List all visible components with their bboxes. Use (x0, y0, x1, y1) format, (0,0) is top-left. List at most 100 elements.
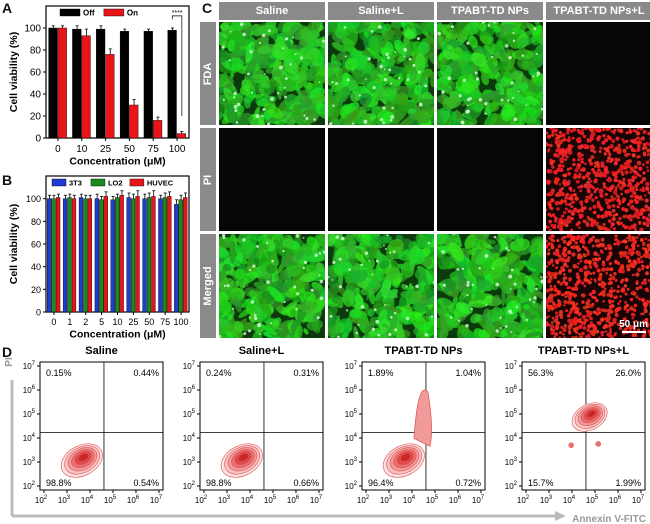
bar-3t3 (158, 198, 163, 313)
column-header: TPABT-TD NPs (437, 2, 543, 20)
density-contour (238, 453, 249, 462)
x-tick-label: 103 (218, 495, 231, 505)
micrograph-tile (546, 22, 650, 125)
row-label: Merged (200, 234, 216, 338)
x-tick-label: 102 (517, 495, 530, 505)
micrograph-tile (328, 22, 434, 125)
y-tick-label: 40 (30, 90, 42, 101)
column-header: Saline (219, 2, 325, 20)
panel-letter-c: C (202, 0, 213, 16)
x-tick-label: 102 (35, 495, 48, 505)
x-tick-label: 105 (104, 495, 117, 505)
legend-swatch (51, 178, 67, 187)
density-contour (586, 410, 597, 418)
column-header: TPABT-TD NPs+L (546, 2, 650, 20)
x-axis-label: Concentration (μM) (69, 329, 165, 341)
micrograph-tile (328, 234, 434, 338)
y-tick-label: 0 (35, 134, 41, 145)
x-tick-label: 104 (81, 495, 94, 505)
bar-on (105, 54, 115, 139)
bar-huvec (103, 196, 108, 313)
x-tick-label: 103 (540, 495, 553, 505)
quadrant-q3-value: 96.4% (368, 478, 394, 488)
bar-huvec (151, 196, 156, 313)
quadrant-q2-value: 0.44% (133, 368, 159, 378)
y-tick-label: 106 (505, 385, 518, 395)
bar-off (119, 31, 130, 139)
x-tick-label: 107 (472, 495, 485, 505)
bar-huvec (119, 195, 124, 313)
x-tick-label: 106 (127, 495, 140, 505)
y-tick-label: 60 (31, 240, 41, 250)
bar-off (167, 30, 177, 139)
flow-plot: TPABT-TD NPs+L 102 103 104 105 106 107 102 103 10… (505, 345, 646, 505)
plot-frame (45, 5, 190, 139)
bar-lo2 (83, 198, 88, 313)
x-tick-label: 50 (144, 317, 154, 327)
quadrant-q2-value: 26.0% (615, 368, 641, 378)
x-tick-label: 102 (357, 495, 370, 505)
bar-lo2 (99, 199, 104, 313)
quadrant-q3-value: 15.7% (528, 478, 554, 488)
micrograph-tile (546, 128, 650, 231)
bar-3t3 (78, 197, 84, 313)
quadrant-q4-value: 0.54% (133, 478, 159, 488)
x-tick-label: 106 (609, 495, 622, 505)
flow-plot-title: Saline (85, 345, 117, 357)
bar-lo2 (178, 199, 183, 313)
panel-letter-d: D (2, 344, 13, 360)
x-axis-label: Concentration (μM) (69, 156, 165, 168)
y-tick-label: 102 (345, 481, 358, 491)
y-tick-label: 103 (183, 457, 196, 467)
x-tick-label: 105 (426, 495, 439, 505)
bar-3t3 (126, 197, 131, 313)
y-tick-label: 104 (183, 433, 196, 443)
x-tick-label: 25 (100, 144, 112, 155)
y-tick-label: 100 (24, 24, 41, 35)
quadrant-q3-value: 98.8% (206, 478, 232, 488)
y-tick-label: 102 (505, 481, 518, 491)
x-tick-label: 104 (241, 495, 254, 505)
x-tick-label: 75 (148, 144, 160, 155)
y-tick-label: 103 (345, 457, 358, 467)
micrograph-tile (437, 128, 543, 231)
legend-label: LO2 (108, 179, 123, 188)
y-tick-label: 60 (30, 68, 42, 79)
y-tick-label: 105 (505, 409, 518, 419)
x-tick-label: 0 (55, 144, 61, 155)
legend-swatch (90, 178, 106, 187)
x-tick-label: 10 (112, 317, 122, 327)
row-label: PI (200, 128, 216, 231)
bar-off (72, 28, 82, 139)
y-axis-label: Cell viability (%) (8, 32, 20, 113)
x-tick-label: 103 (58, 495, 71, 505)
flow-plot-frame (199, 361, 324, 491)
bar-3t3 (142, 198, 147, 313)
quadrant-q3-value: 98.8% (46, 478, 72, 488)
legend-swatch (59, 8, 81, 17)
bar-huvec (167, 196, 172, 313)
bar-lo2 (130, 198, 136, 313)
significance-stars: **** (172, 10, 183, 17)
micrograph-tile (219, 234, 325, 338)
y-tick-label: 20 (31, 285, 41, 295)
x-tick-label: 5 (99, 317, 104, 327)
y-tick-label: 106 (183, 385, 196, 395)
density-contour (78, 453, 89, 462)
bar-on (81, 35, 91, 139)
x-tick-label: 104 (563, 495, 576, 505)
bar-huvec (55, 197, 61, 313)
bar-off (143, 31, 153, 139)
flow-plot-title: TPABT-TD NPs+L (538, 345, 629, 357)
x-tick-label: 104 (403, 495, 416, 505)
bar-huvec (135, 196, 140, 313)
y-tick-label: 104 (345, 433, 358, 443)
y-tick-label: 107 (183, 361, 196, 371)
micrograph-tile: 50 μm (546, 234, 650, 338)
x-tick-label: 0 (51, 317, 56, 327)
y-tick-label: 103 (23, 457, 36, 467)
quadrant-q1-value: 1.89% (368, 368, 394, 378)
quadrant-q4-value: 1.99% (615, 478, 641, 488)
x-tick-label: 105 (586, 495, 599, 505)
x-tick-label: 100 (174, 317, 189, 327)
